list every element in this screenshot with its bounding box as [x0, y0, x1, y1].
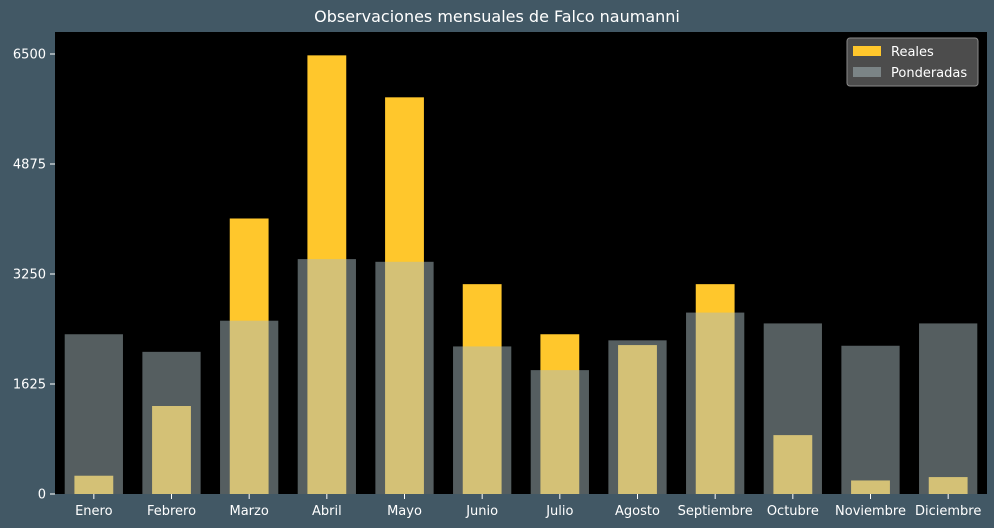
legend: Reales Ponderadas [846, 37, 979, 87]
x-tick-label: Noviembre [835, 504, 906, 519]
y-tick-label: 0 [38, 488, 46, 503]
bar-ponderadas-diciembre [919, 323, 978, 494]
y-tick-label: 1625 [13, 378, 46, 393]
legend-swatch-reales [853, 46, 881, 56]
bar-ponderadas-junio [453, 346, 512, 494]
plot-area [55, 32, 987, 494]
x-tick-label: Mayo [387, 504, 422, 519]
legend-label-reales: Reales [891, 45, 934, 60]
bar-ponderadas-mayo [375, 261, 434, 494]
x-tick-label: Diciembre [915, 504, 981, 519]
bar-ponderadas-enero [64, 334, 123, 494]
series-ponderadas [64, 259, 978, 494]
bar-ponderadas-julio [530, 370, 589, 494]
y-axis: 0 1625 3250 4875 6500 [13, 48, 55, 503]
x-tick-label: Septiembre [678, 504, 753, 519]
bar-ponderadas-noviembre [841, 345, 900, 494]
x-tick-label: Febrero [147, 504, 196, 519]
bar-ponderadas-febrero [142, 351, 201, 494]
bar-ponderadas-septiembre [686, 312, 745, 494]
x-tick-label: Marzo [230, 504, 269, 519]
bar-ponderadas-abril [297, 259, 356, 494]
y-tick-label: 6500 [13, 48, 46, 63]
x-tick-label: Octubre [767, 504, 819, 519]
bar-ponderadas-marzo [220, 320, 279, 494]
bar-ponderadas-agosto [608, 340, 667, 494]
bar-ponderadas-octubre [763, 323, 822, 494]
x-axis: Enero Febrero Marzo Abril Mayo Junio Julio Agos… [75, 494, 981, 519]
x-tick-label: Abril [312, 504, 342, 519]
x-tick-label: Enero [75, 504, 113, 519]
legend-label-ponderadas: Ponderadas [891, 66, 967, 81]
y-tick-label: 4875 [13, 158, 46, 173]
y-tick-label: 3250 [13, 268, 46, 283]
chart-title: Observaciones mensuales de Falco naumann… [314, 7, 680, 26]
x-tick-label: Agosto [615, 504, 660, 519]
x-tick-label: Junio [465, 504, 498, 519]
legend-swatch-ponderadas [853, 67, 881, 77]
x-tick-label: Julio [545, 504, 573, 519]
